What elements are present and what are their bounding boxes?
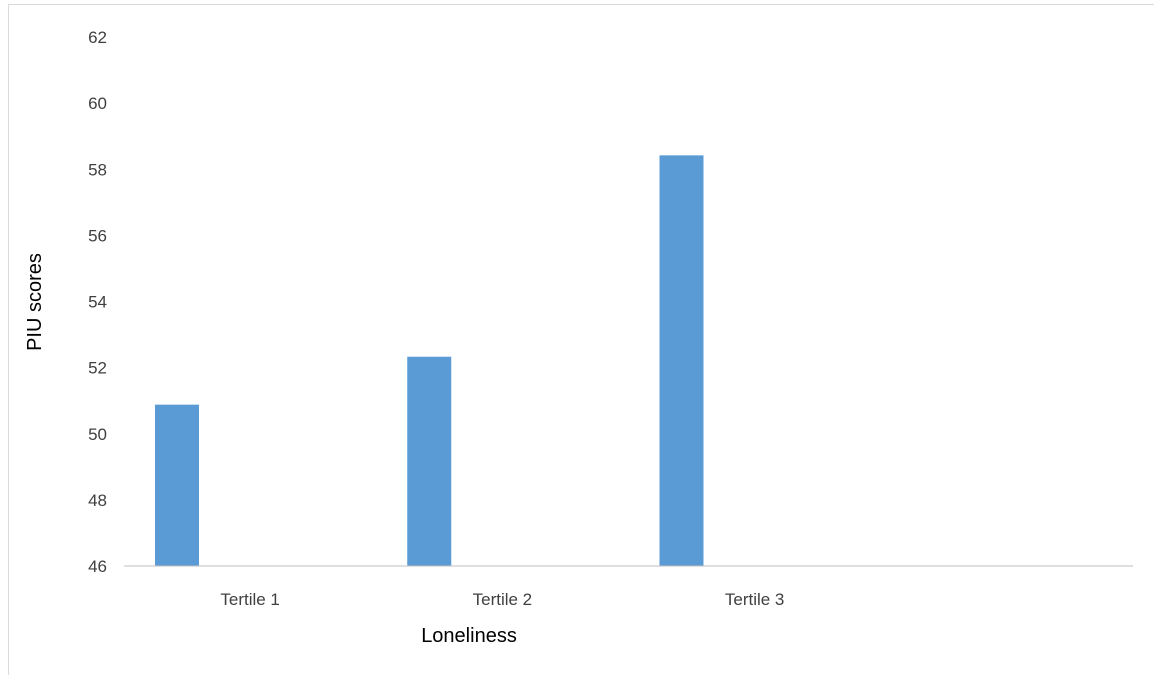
y-tick-label: 54 [88, 293, 107, 312]
x-tick-label: Tertile 1 [220, 590, 280, 609]
bars [155, 155, 704, 566]
y-tick-label: 60 [88, 94, 107, 113]
chart-frame [8, 4, 1154, 675]
y-axis-title: PIU scores [24, 253, 46, 351]
bar-tertile-2 [407, 356, 452, 566]
bar-tertile-3 [659, 155, 704, 566]
x-axis-ticks: Tertile 1 Tertile 2 Tertile 3 [220, 590, 784, 609]
y-tick-label: 62 [88, 28, 107, 47]
x-axis-title: Loneliness [421, 625, 517, 647]
y-tick-label: 56 [88, 226, 107, 245]
y-tick-label: 58 [88, 160, 107, 179]
y-tick-label: 48 [88, 491, 107, 510]
bar-tertile-1 [155, 404, 199, 566]
x-tick-label: Tertile 2 [473, 590, 533, 609]
y-axis-ticks: 46 48 50 52 54 56 58 60 62 [88, 28, 107, 576]
y-tick-label: 52 [88, 359, 107, 378]
x-tick-label: Tertile 3 [725, 590, 785, 609]
y-tick-label: 46 [88, 557, 107, 576]
y-tick-label: 50 [88, 425, 107, 444]
